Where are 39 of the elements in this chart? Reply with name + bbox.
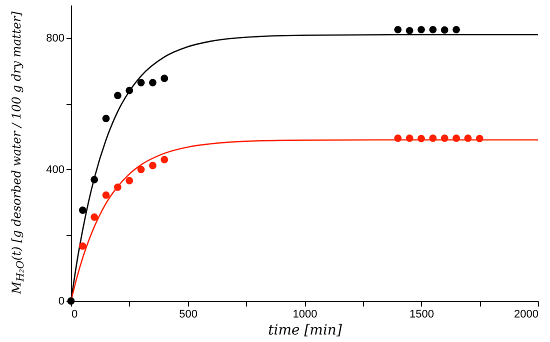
point: [406, 26, 414, 34]
point: [102, 191, 110, 199]
x-tick-label: 1000: [292, 308, 318, 320]
point: [137, 78, 145, 86]
y-tick-label: 400: [46, 164, 64, 176]
y-tick-label: 800: [46, 32, 64, 44]
point: [90, 176, 98, 184]
point: [429, 134, 437, 142]
point: [149, 162, 156, 170]
point: [418, 134, 425, 142]
point: [429, 26, 437, 34]
point: [102, 114, 110, 122]
x-tick-label: 500: [179, 308, 198, 320]
point: [452, 134, 460, 142]
point: [394, 134, 402, 142]
x-axis-title: time [min]: [268, 322, 342, 338]
point: [394, 26, 402, 34]
point: [406, 134, 414, 142]
point: [114, 92, 122, 100]
point: [160, 74, 168, 82]
point: [90, 213, 98, 221]
point: [452, 26, 460, 34]
point: [126, 86, 134, 94]
point: [126, 176, 134, 184]
x-tick-label: 0: [72, 308, 78, 320]
point: [440, 26, 448, 34]
point: [476, 134, 484, 142]
point: [137, 166, 145, 174]
point: [78, 242, 86, 250]
point: [440, 134, 448, 142]
point: [160, 156, 168, 164]
point: [464, 134, 472, 142]
x-tick-label: 2000: [514, 308, 538, 320]
point: [114, 184, 122, 191]
point: [418, 26, 425, 34]
x-tick-label: 1500: [410, 308, 434, 320]
point: [78, 206, 86, 214]
y-tick-label: 0: [58, 296, 64, 308]
point: [149, 78, 156, 86]
